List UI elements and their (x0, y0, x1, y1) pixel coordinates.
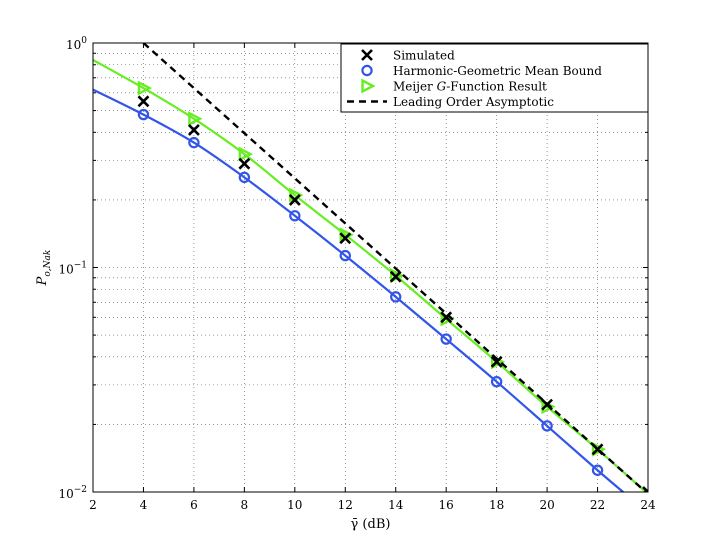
legend-item: Leading Order Asymptotic (347, 95, 554, 109)
legend-marker (361, 49, 373, 61)
data-point-marker (440, 333, 452, 345)
plot-area (93, 43, 648, 492)
series-simulated (137, 95, 648, 492)
data-point-marker (490, 355, 503, 368)
x-tick-label: 22 (590, 498, 605, 512)
x-tick-label: 6 (190, 498, 198, 512)
data-point-marker (188, 136, 200, 149)
grid (93, 43, 648, 492)
legend-marker (361, 78, 376, 94)
data-point-marker (541, 398, 554, 411)
data-point-marker (137, 108, 150, 121)
data-point-marker (238, 146, 253, 162)
y-axis-label: Po,Nak (35, 250, 53, 287)
data-point-marker (591, 443, 604, 456)
series-harmonic-geometric-mean-bound (93, 88, 625, 492)
series-line (93, 59, 648, 492)
data-point-marker (137, 95, 150, 108)
x-tick-label: 24 (640, 498, 656, 512)
y-tick-label: 10−2 (58, 485, 87, 501)
x-tick-label: 16 (439, 498, 454, 512)
data-point-marker (187, 124, 200, 136)
legend-item: Harmonic-Geometric Mean Bound (361, 64, 602, 78)
x-tick-label: 18 (489, 498, 504, 512)
data-point-marker (591, 464, 604, 476)
data-point-marker (238, 171, 251, 184)
legend-box (340, 43, 649, 113)
legend-label: Harmonic-Geometric Mean Bound (393, 64, 602, 78)
legend-marker (361, 64, 373, 77)
data-point-marker (339, 232, 352, 245)
x-tick-label: 14 (388, 498, 404, 512)
x-tick-label: 20 (539, 498, 554, 512)
x-tick-label: 10 (287, 498, 302, 512)
y-tick-label: 10−1 (58, 261, 87, 277)
data-point-marker (440, 311, 453, 324)
x-tick-label: 12 (338, 498, 353, 512)
data-point-marker (188, 111, 203, 127)
data-point-marker (339, 249, 351, 262)
legend-item: Meijer G-Function Result (361, 78, 547, 94)
data-point-marker (541, 420, 553, 432)
legend-label: Meijer G-Function Result (393, 80, 547, 94)
legend-label: Simulated (393, 49, 455, 63)
x-axis-label: γ̄ (dB) (351, 517, 391, 532)
legend-label: Leading Order Asymptotic (393, 95, 554, 109)
data-point-marker (288, 193, 301, 206)
x-tick-label: 2 (89, 498, 97, 512)
x-tick-label: 4 (140, 498, 148, 512)
data-point-marker (390, 291, 402, 303)
data-point-marker (642, 486, 648, 492)
data-point-marker (490, 375, 503, 388)
x-tick-label: 8 (241, 498, 249, 512)
y-tick-label: 100 (66, 36, 87, 52)
legend-item: Simulated (361, 49, 455, 63)
data-point-marker (289, 210, 301, 222)
data-point-marker (137, 80, 153, 96)
data-point-marker (238, 157, 251, 170)
series-leading-order-asymptotic (142, 43, 648, 492)
series-line (142, 43, 648, 492)
data-point-marker (591, 441, 607, 457)
data-point-marker (389, 270, 402, 283)
